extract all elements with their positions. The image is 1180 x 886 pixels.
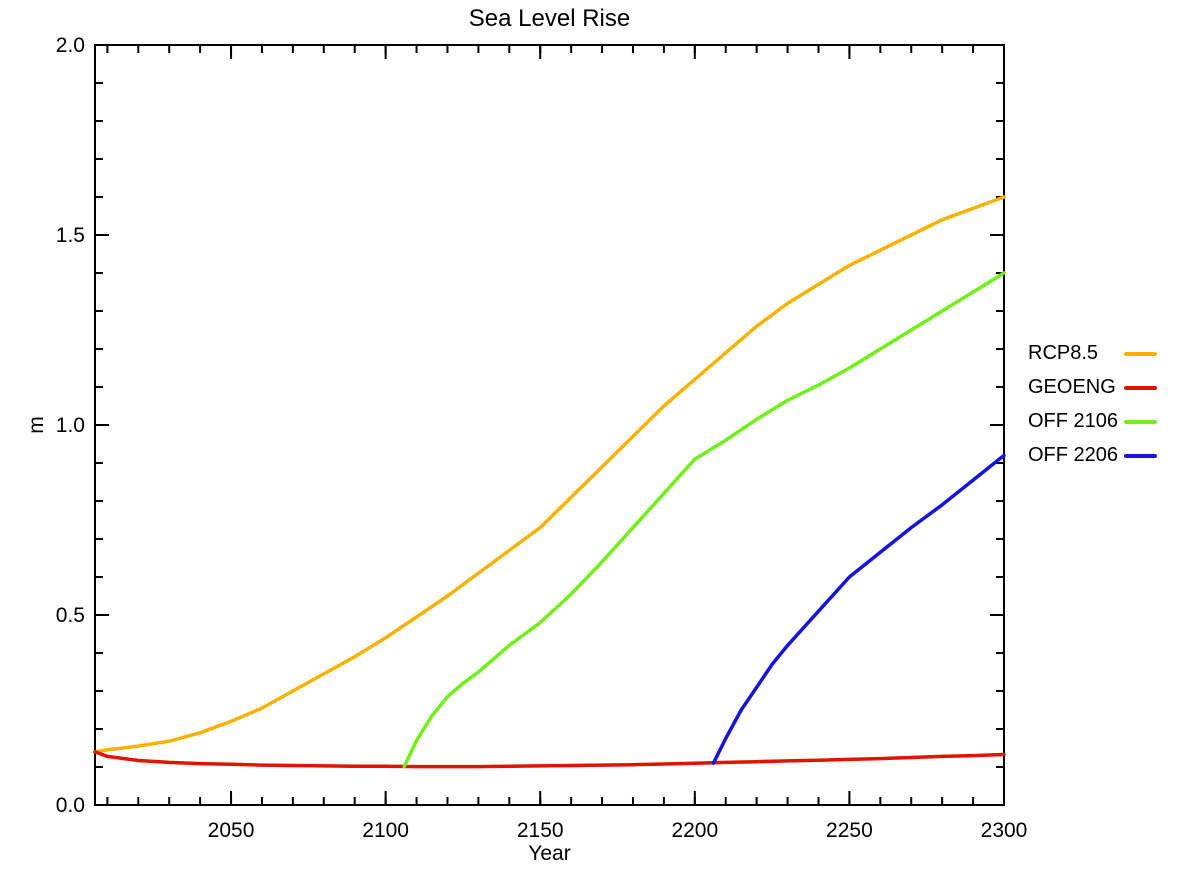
- y-tick-label: 2.0: [56, 34, 85, 57]
- x-tick-label: 2050: [208, 819, 255, 842]
- legend-line-swatch: [1124, 351, 1157, 356]
- x-tick-label: 2200: [671, 819, 718, 842]
- y-tick-label: 0.0: [56, 794, 85, 817]
- series-line-rcp8-5: [93, 195, 1006, 754]
- legend-item: OFF 2206: [1028, 444, 1157, 467]
- legend-line-swatch: [1124, 453, 1157, 458]
- x-tick-label: 2100: [362, 819, 409, 842]
- legend-line-swatch: [1124, 419, 1157, 424]
- legend: RCP8.5 GEOENG OFF 2106 OFF 2206: [1028, 342, 1157, 478]
- legend-item: RCP8.5: [1028, 342, 1157, 365]
- legend-label: GEOENG: [1028, 376, 1116, 398]
- plot-frame: [94, 44, 1005, 806]
- legend-item: GEOENG: [1028, 376, 1157, 399]
- y-tick-label: 0.5: [56, 604, 85, 627]
- x-tick-label: 2300: [981, 819, 1028, 842]
- legend-line-swatch: [1124, 385, 1157, 390]
- legend-label: OFF 2206: [1028, 444, 1119, 466]
- legend-label: RCP8.5: [1028, 342, 1099, 364]
- chart-title: Sea Level Rise: [468, 5, 631, 32]
- series-line-off-2106: [402, 271, 1006, 769]
- x-tick-label: 2250: [826, 819, 873, 842]
- y-tick-label: 1.5: [56, 224, 85, 247]
- series-line-geoeng: [93, 750, 1006, 769]
- series-line-off-2206: [711, 453, 1006, 765]
- x-tick-label: 2150: [517, 819, 564, 842]
- x-axis-label: Year: [528, 842, 571, 865]
- legend-label: OFF 2106: [1028, 410, 1119, 432]
- legend-item: OFF 2106: [1028, 410, 1157, 433]
- y-tick-label: 1.0: [56, 414, 85, 437]
